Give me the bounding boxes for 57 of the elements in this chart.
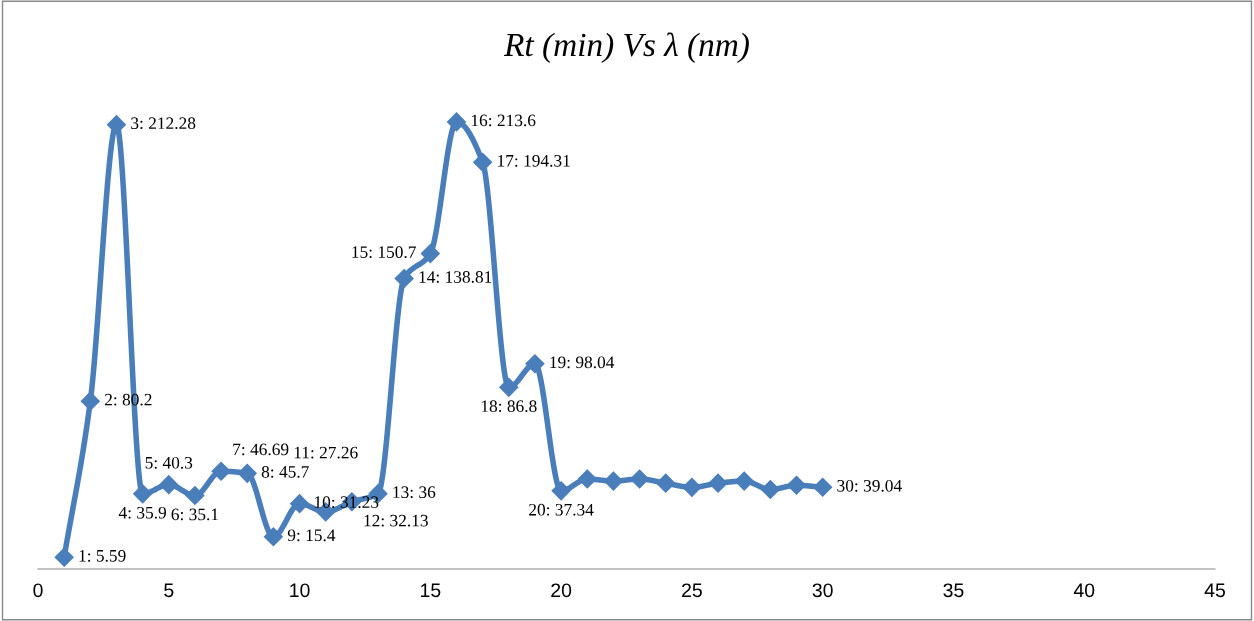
point <box>54 547 74 567</box>
point <box>682 477 702 497</box>
data-label: 17: 194.31 <box>498 154 570 167</box>
point <box>80 391 100 411</box>
data-label: 3: 212.28 <box>131 117 196 130</box>
point <box>656 473 676 493</box>
data-label: 20: 37.34 <box>529 503 594 516</box>
point <box>420 244 440 264</box>
x-tick-label: 40 <box>1073 583 1095 598</box>
point <box>525 354 545 374</box>
data-label: 1: 5.59 <box>79 549 126 562</box>
data-label: 5: 40.3 <box>145 456 193 469</box>
x-tick-label: 0 <box>33 583 43 598</box>
point <box>603 471 623 491</box>
point <box>734 471 754 491</box>
data-label: 13: 36 <box>393 486 436 499</box>
point <box>786 475 807 495</box>
point <box>290 494 310 514</box>
point <box>263 527 283 547</box>
point <box>446 112 467 132</box>
data-label: 9: 15.4 <box>287 529 336 542</box>
x-tick-label: 30 <box>812 583 833 598</box>
data-label: 30: 39.04 <box>837 479 902 492</box>
point <box>211 461 231 481</box>
data-label: 16: 213.6 <box>471 114 536 127</box>
data-label: 12: 32.13 <box>364 514 428 527</box>
chart-title: Rt (min) Vs λ (nm) <box>503 32 749 63</box>
data-label: 19: 98.04 <box>550 356 615 369</box>
point <box>813 477 833 497</box>
x-tick-label: 20 <box>551 583 572 598</box>
point <box>185 485 205 506</box>
data-label: 14: 138.81 <box>419 271 492 283</box>
data-label: 11: 27.26 <box>294 446 358 459</box>
point <box>551 481 571 501</box>
x-tick-label: 35 <box>943 583 964 598</box>
x-tick-label: 10 <box>290 583 310 598</box>
x-tick-label: 15 <box>421 583 441 598</box>
point <box>473 152 493 172</box>
point <box>237 463 257 483</box>
x-tick-label: 5 <box>164 583 174 598</box>
data-label: 7: 46.69 <box>233 443 289 456</box>
point <box>394 268 414 288</box>
data-label: 8: 45.7 <box>261 465 309 478</box>
x-tick-label: 45 <box>1204 583 1225 598</box>
point <box>106 115 127 135</box>
point <box>159 475 179 495</box>
data-label: 15: 150.7 <box>352 246 416 258</box>
x-tick-label: 25 <box>682 583 702 598</box>
point <box>499 377 519 397</box>
data-label: 18: 86.8 <box>481 400 537 413</box>
point <box>760 479 780 499</box>
point <box>630 469 650 489</box>
data-label: 6: 35.1 <box>171 508 218 521</box>
point <box>577 469 597 489</box>
data-label: 4: 35.9 <box>118 506 167 519</box>
point <box>708 473 728 493</box>
point <box>133 484 153 504</box>
